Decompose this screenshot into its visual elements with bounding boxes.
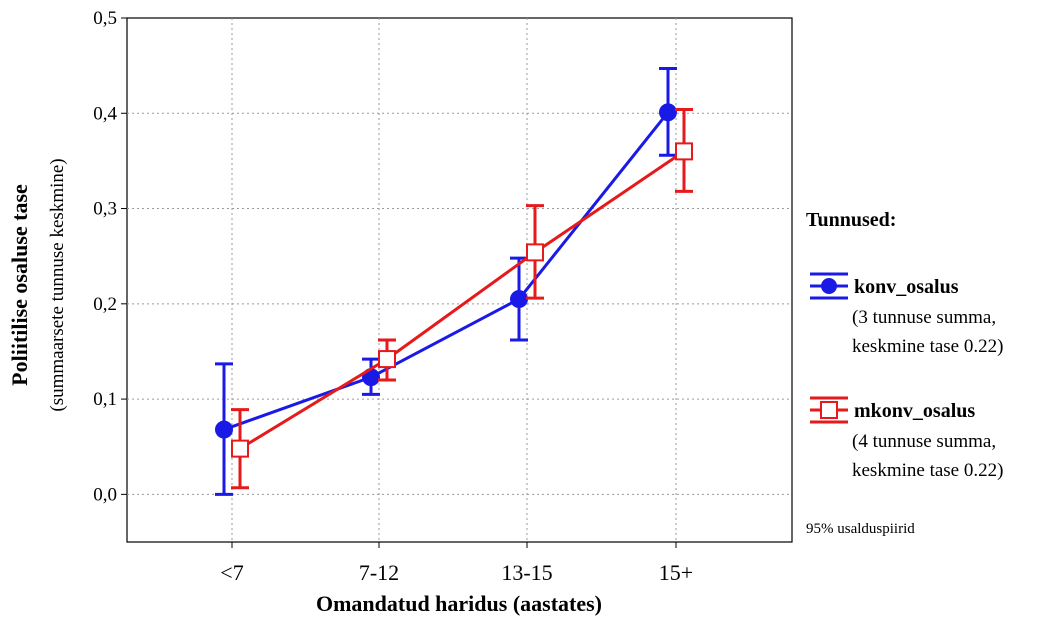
data-point-konv_osalus (215, 420, 233, 439)
data-point-konv_osalus (510, 290, 528, 309)
y-tick-label: 0,4 (93, 103, 117, 124)
x-axis-ticks: <7 7-12 13-15 15+ (220, 542, 693, 585)
x-tick-label: <7 (220, 560, 243, 585)
legend-item-konv: konv_osalus (3 tunnuse summa, keskmine t… (810, 272, 1003, 357)
data-point-mkonv_osalus (526, 243, 544, 262)
legend-desc2-konv: keskmine tase 0.22) (852, 336, 1003, 357)
legend-marker-mkonv (810, 396, 848, 424)
y-tick-label: 0,0 (93, 484, 117, 505)
series-line-mkonv_osalus (239, 150, 685, 450)
series-konv_osalus (215, 66, 677, 496)
data-point-konv_osalus (362, 368, 380, 387)
y-tick-label: 0,5 (93, 8, 117, 29)
y-tick-label: 0,2 (93, 294, 117, 315)
legend-desc1-konv: (3 tunnuse summa, (852, 307, 996, 328)
data-point-mkonv_osalus (231, 439, 249, 458)
x-axis-title: Omandatud haridus (aastates) (316, 591, 602, 616)
legend-label-mkonv: mkonv_osalus (854, 400, 975, 422)
y-axis-ticks: 0,0 0,1 0,2 0,3 0,4 0,5 (93, 8, 127, 505)
plot-area (126, 17, 793, 543)
y-tick-label: 0,1 (93, 389, 117, 410)
x-tick-label: 13-15 (501, 560, 552, 585)
y-axis-subtitle: (summaarsete tunnuse keskmine) (47, 158, 68, 411)
legend-desc2-mkonv: keskmine tase 0.22) (852, 460, 1003, 481)
data-point-mkonv_osalus (378, 350, 396, 369)
legend-item-mkonv: mkonv_osalus (4 tunnuse summa, keskmine … (810, 396, 1003, 481)
x-tick-label: 15+ (659, 560, 693, 585)
legend: Tunnused: konv_osalus (3 tunnuse summa, … (806, 209, 1003, 537)
series-layer (215, 66, 693, 496)
y-axis-title: Poliitilise osaluse tase (7, 184, 32, 386)
data-point-konv_osalus (659, 103, 677, 122)
legend-marker-konv (810, 272, 848, 300)
legend-note: 95% usalduspiirid (806, 521, 915, 537)
legend-title: Tunnused: (806, 209, 896, 231)
series-mkonv_osalus (231, 107, 693, 490)
data-point-mkonv_osalus (675, 142, 693, 161)
x-tick-label: 7-12 (359, 560, 399, 585)
y-tick-label: 0,3 (93, 199, 117, 220)
legend-desc1-mkonv: (4 tunnuse summa, (852, 431, 996, 452)
legend-label-konv: konv_osalus (854, 276, 959, 298)
series-line-konv_osalus (223, 111, 670, 431)
